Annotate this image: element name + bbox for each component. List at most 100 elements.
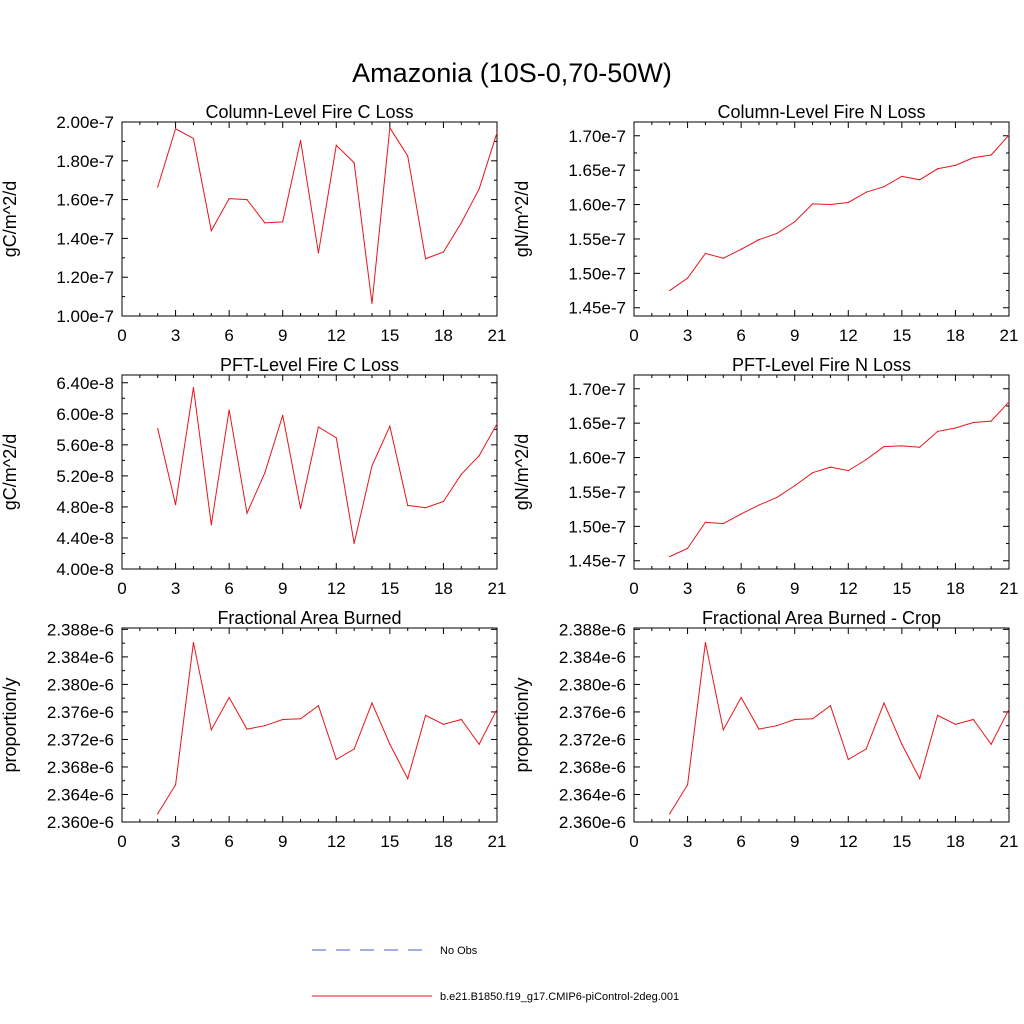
chart-6-x-tick-label: 18 xyxy=(946,832,965,851)
chart-2-data-point xyxy=(811,203,814,205)
chart-2-data-point xyxy=(776,232,778,235)
chart-4-y-tick-label: 1.70e-7 xyxy=(568,380,626,399)
chart-2-data-point xyxy=(972,157,974,159)
chart-3-y-tick-label: 4.80e-8 xyxy=(56,498,114,517)
chart-2-y-tick-label: 1.50e-7 xyxy=(568,264,626,283)
chart-2-data-point xyxy=(919,179,921,181)
chart-5-y-tick-label: 2.360e-6 xyxy=(47,813,114,832)
chart-2-x-tick-label: 3 xyxy=(683,326,692,345)
chart-6-x-tick-label: 0 xyxy=(629,832,638,851)
chart-6-data-point xyxy=(901,743,903,745)
chart-1-data-point xyxy=(210,230,212,232)
chart-6-y-tick-label: 2.384e-6 xyxy=(559,648,626,667)
chart-3-x-tick-label: 6 xyxy=(224,579,233,598)
chart-3-data-point xyxy=(210,524,212,526)
chart-3-data-point xyxy=(228,409,230,411)
chart-4-data-point xyxy=(901,445,903,447)
chart-4-y-axis-label: gN/m^2/d xyxy=(512,434,532,510)
chart-1-x-tick-label: 9 xyxy=(278,326,287,345)
chart-2-data-point xyxy=(865,191,867,193)
chart-3-x-tick-label: 3 xyxy=(171,579,180,598)
chart-5-x-tick-label: 6 xyxy=(224,832,233,851)
chart-3-data-point xyxy=(246,512,248,514)
chart-5-data-point xyxy=(460,718,462,721)
chart-5-data-point xyxy=(335,758,337,760)
chart-3-data-point xyxy=(192,386,195,389)
chart-5-x-tick-label: 12 xyxy=(327,832,346,851)
chart-1-x-tick-label: 15 xyxy=(380,326,399,345)
chart-3-title: PFT-Level Fire C Loss xyxy=(220,355,399,375)
chart-3-data-point xyxy=(389,425,391,427)
chart-1-data-point xyxy=(317,252,320,254)
chart-2-x-tick-label: 18 xyxy=(946,326,965,345)
chart-4-y-tick-label: 1.60e-7 xyxy=(568,449,626,468)
chart-6-data-point xyxy=(990,743,992,745)
legend-model-label: b.e21.B1850.f19_g17.CMIP6-piControl-2deg… xyxy=(440,991,679,1003)
chart-4-y-tick-label: 1.45e-7 xyxy=(568,552,626,571)
chart-6-data-point xyxy=(865,748,867,750)
chart-2-data-point xyxy=(740,248,742,250)
chart-4-x-tick-label: 0 xyxy=(629,579,638,598)
chart-4-x-tick-label: 9 xyxy=(790,579,799,598)
chart-6-data-point xyxy=(794,718,796,721)
chart-5-data-point xyxy=(264,725,266,727)
chart-5-x-tick-label: 3 xyxy=(171,832,180,851)
chart-4-data-point xyxy=(758,504,760,506)
chart-3-x-tick-label: 15 xyxy=(380,579,399,598)
chart-3-y-tick-label: 6.40e-8 xyxy=(56,374,114,393)
chart-2-data-point xyxy=(901,175,903,177)
chart-1: Column-Level Fire C Loss 0 3 6 9 12 15 18 21 1.00… xyxy=(0,102,506,345)
chart-5-data-point xyxy=(317,705,320,707)
chart-2-y-tick-label: 1.55e-7 xyxy=(568,230,626,249)
chart-5-x-tick-label: 21 xyxy=(488,832,507,851)
chart-3-data-point xyxy=(407,504,409,506)
chart-5-x-tick-label: 9 xyxy=(278,832,287,851)
chart-4-x-tick-label: 15 xyxy=(892,579,911,598)
chart-3-y-axis-label: gC/m^2/d xyxy=(0,434,20,510)
chart-2-data-point xyxy=(686,277,689,279)
chart-6-data-point xyxy=(936,714,939,716)
chart-3-x-tick-label: 12 xyxy=(327,579,346,598)
chart-1-data-point xyxy=(335,144,337,146)
chart-2-x-tick-label: 12 xyxy=(839,326,858,345)
chart-5-x-tick-label: 15 xyxy=(380,832,399,851)
chart-3-data-point xyxy=(460,473,462,475)
chart-4-x-tick-label: 6 xyxy=(736,579,745,598)
chart-1-data-point xyxy=(478,188,480,190)
chart-1-data-point xyxy=(389,127,391,129)
chart-3-y-tick-label: 5.60e-8 xyxy=(56,436,114,455)
chart-5-data-point xyxy=(442,723,445,725)
chart-1-data-point xyxy=(496,132,498,134)
chart-3-data-point xyxy=(335,437,337,439)
chart-5-y-tick-label: 2.364e-6 xyxy=(47,785,114,804)
chart-3-x-tick-label: 18 xyxy=(434,579,453,598)
chart-3-data-point xyxy=(174,503,177,506)
chart-1-data-point xyxy=(460,222,462,224)
chart-2-data-point xyxy=(847,201,849,204)
chart-2-data-point xyxy=(954,164,957,166)
chart-2-y-tick-label: 1.70e-7 xyxy=(568,127,626,146)
chart-4-data-point xyxy=(669,556,671,558)
chart-3-series-line xyxy=(157,387,498,544)
chart-4-x-tick-label: 3 xyxy=(683,579,692,598)
chart-5-data-point xyxy=(371,702,373,704)
chart-6-data-point xyxy=(758,728,760,730)
chart-4-title: PFT-Level Fire N Loss xyxy=(732,355,911,375)
chart-2-data-point xyxy=(722,257,724,259)
chart-6-y-tick-label: 2.380e-6 xyxy=(559,675,626,694)
chart-5-data-point xyxy=(192,641,195,644)
panels: Column-Level Fire C Loss 0 3 6 9 12 15 18 21 1.00… xyxy=(0,102,1018,851)
chart-4-data-point xyxy=(740,513,742,515)
chart-4-data-point xyxy=(811,472,814,474)
chart-6-y-tick-label: 2.368e-6 xyxy=(559,758,626,777)
chart-2-data-point xyxy=(990,154,992,156)
legend: No Obs b.e21.B1850.f19_g17.CMIP6-piContr… xyxy=(312,945,679,1003)
chart-4-data-point xyxy=(865,459,867,461)
chart-5: Fractional Area Burned 0 3 6 9 12 15 18 21 2.360e… xyxy=(0,608,506,851)
chart-6-x-tick-label: 12 xyxy=(839,832,858,851)
chart-6-data-point xyxy=(669,813,671,815)
chart-1-series-line xyxy=(157,126,498,304)
chart-3-data-point xyxy=(282,414,284,416)
chart-5-data-point xyxy=(407,778,409,780)
